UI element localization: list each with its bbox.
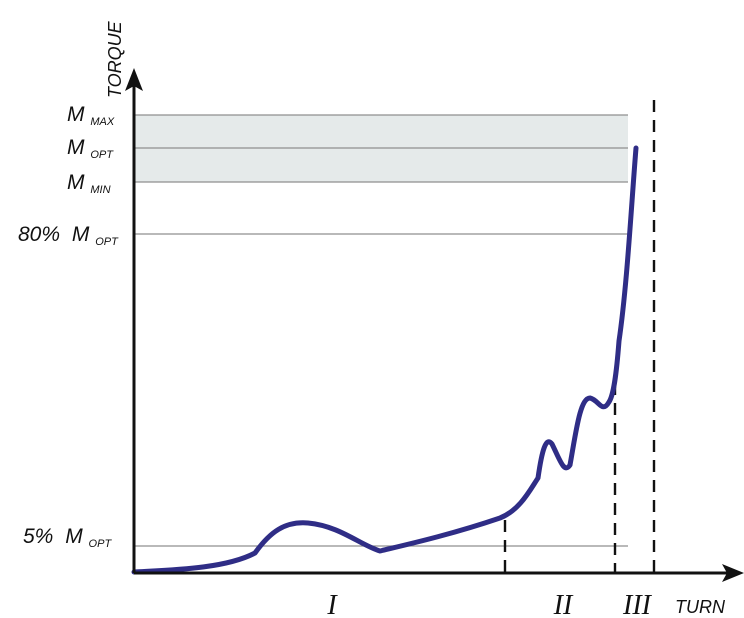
max-torque-label-main: M — [67, 103, 85, 126]
min-torque-label-main: M — [67, 171, 85, 194]
optimal-torque-label: M OPT — [67, 136, 114, 161]
min-torque-label-sub: MIN — [90, 184, 110, 196]
max-torque-label-sub: MAX — [90, 116, 115, 128]
x-axis-label-text: TURN — [675, 597, 726, 617]
y-axis-label: TORQUE — [105, 20, 125, 98]
eighty-percent-opt-sub: OPT — [95, 236, 119, 248]
min-torque-label: M MIN — [67, 171, 111, 196]
y-axis-arrow-icon — [125, 68, 143, 91]
phase-label-two: II — [553, 590, 574, 618]
torque-turn-curve — [131, 145, 639, 575]
five-percent-opt-main: M — [65, 525, 83, 548]
max-torque-label: M MAX — [67, 103, 115, 128]
eighty-percent-opt-label: 80% M OPT — [18, 223, 119, 248]
x-axis-arrow-icon — [722, 564, 744, 582]
phase-label-three: III — [622, 590, 653, 618]
eighty-percent-opt-prefix: 80% — [18, 223, 60, 246]
five-percent-opt-sub: OPT — [89, 538, 113, 550]
phase-label-one: I — [326, 590, 338, 618]
optimal-torque-label-sub: OPT — [90, 149, 114, 161]
x-axis-label: TURN — [675, 597, 726, 617]
five-percent-opt-prefix: 5% — [23, 525, 53, 548]
five-percent-opt-label: 5% M OPT — [23, 525, 112, 550]
eighty-percent-opt-main: M — [72, 223, 90, 246]
optimal-torque-label-main: M — [67, 136, 85, 159]
